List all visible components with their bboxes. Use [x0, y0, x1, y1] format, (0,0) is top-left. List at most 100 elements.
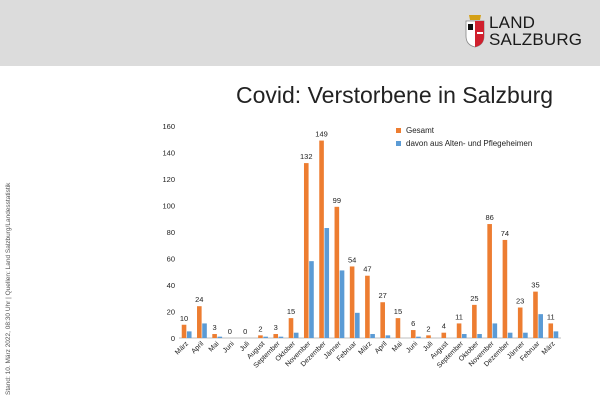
x-tick-label: Juli: [422, 340, 435, 353]
data-label: 10: [180, 314, 188, 323]
bar-heime: [263, 336, 268, 338]
bar-heime: [278, 336, 284, 338]
data-label: 6: [411, 319, 415, 328]
bar-heime: [523, 332, 528, 338]
x-tick-label: April: [374, 340, 389, 355]
y-tick-label: 120: [162, 175, 175, 184]
data-label: 0: [228, 327, 232, 336]
x-tick-label: März: [541, 340, 557, 356]
bar-heime: [324, 228, 330, 338]
bar-gesamt: [441, 332, 447, 338]
logo-line-land: LAND: [489, 13, 536, 32]
bar-heime: [553, 331, 559, 338]
x-tick-label: Mai: [208, 340, 221, 353]
bar-gesamt: [303, 163, 309, 338]
x-tick-label: Mai: [391, 340, 404, 353]
y-tick-label: 140: [162, 149, 175, 158]
data-label: 47: [363, 265, 371, 274]
bar-gesamt: [334, 206, 340, 338]
bar-heime: [538, 314, 543, 338]
data-label: 2: [258, 324, 262, 333]
y-tick-label: 0: [171, 334, 175, 343]
bar-gesamt: [273, 334, 279, 338]
bar-heime: [370, 334, 375, 338]
bar-heime: [309, 261, 314, 338]
data-label: 132: [300, 152, 313, 161]
land-salzburg-logo: LAND SALZBURG: [465, 14, 582, 50]
bar-heime: [202, 323, 207, 338]
bar-gesamt: [212, 334, 217, 338]
data-label: 25: [470, 294, 478, 303]
logo-line-salzburg: SALZBURG: [489, 30, 583, 49]
bar-heime: [355, 312, 360, 338]
bar-heime: [186, 331, 192, 338]
bar-gesamt: [533, 291, 538, 338]
legend-label: davon aus Alten- und Pflegeheimen: [406, 139, 532, 148]
data-label: 54: [348, 255, 356, 264]
legend-swatch: [396, 141, 401, 146]
data-label: 11: [455, 312, 463, 321]
bar-heime: [293, 332, 299, 338]
y-tick-label: 40: [167, 281, 175, 290]
data-label: 23: [516, 297, 524, 306]
bar-gesamt: [548, 323, 554, 338]
bar-gesamt: [365, 275, 370, 338]
y-tick-label: 80: [167, 228, 175, 237]
bar-heime: [492, 323, 498, 338]
header-band: [0, 0, 600, 66]
y-tick-label: 160: [162, 122, 175, 131]
data-label: 3: [213, 323, 217, 332]
bar-gesamt: [487, 224, 492, 338]
x-tick-label: März: [357, 340, 373, 356]
bar-heime: [217, 336, 223, 338]
data-label: 15: [287, 307, 295, 316]
data-label: 4: [442, 322, 446, 331]
x-tick-label: Juli: [239, 340, 252, 353]
bar-gesamt: [181, 324, 187, 338]
data-label: 86: [485, 213, 493, 222]
bar-gesamt: [502, 239, 508, 338]
bar-heime: [477, 334, 482, 338]
data-label: 74: [501, 229, 509, 238]
bar-gesamt: [472, 304, 477, 338]
data-label: 27: [379, 291, 387, 300]
x-tick-label: Juni: [222, 340, 236, 354]
data-label: 149: [315, 130, 328, 139]
logo-wordmark: LAND SALZBURG: [489, 14, 582, 48]
bar-heime: [385, 335, 391, 338]
bar-gesamt: [410, 330, 416, 338]
y-tick-label: 100: [162, 202, 175, 211]
data-label: 3: [274, 323, 278, 332]
bar-heime: [416, 336, 421, 338]
coat-of-arms-icon: [465, 15, 485, 48]
bar-gesamt: [456, 323, 462, 338]
bar-gesamt: [380, 302, 385, 338]
data-label: 11: [547, 312, 555, 321]
data-label: 99: [333, 196, 341, 205]
bar-gesamt: [395, 318, 401, 338]
x-tick-label: März: [174, 340, 190, 356]
bar-gesamt: [349, 266, 355, 338]
bar-gesamt: [426, 335, 431, 338]
data-label: 2: [426, 324, 430, 333]
data-label: 15: [394, 307, 402, 316]
data-label: 0: [243, 327, 247, 336]
bar-gesamt: [197, 306, 202, 338]
bar-heime: [507, 332, 513, 338]
legend-swatch: [396, 128, 401, 133]
data-label: 35: [531, 281, 539, 290]
x-tick-label: Juni: [405, 340, 419, 354]
bar-heime: [339, 270, 345, 338]
bar-gesamt: [517, 307, 523, 338]
bar-gesamt: [258, 335, 263, 338]
data-label: 24: [195, 295, 203, 304]
y-tick-label: 60: [167, 255, 175, 264]
bar-gesamt: [319, 140, 324, 338]
bar-heime: [461, 334, 467, 338]
bar-gesamt: [288, 318, 294, 338]
page-title: Covid: Verstorbene in Salzburg: [236, 82, 554, 108]
legend-label: Gesamt: [406, 126, 435, 135]
x-tick-label: April: [190, 340, 205, 355]
y-tick-label: 20: [167, 308, 175, 317]
